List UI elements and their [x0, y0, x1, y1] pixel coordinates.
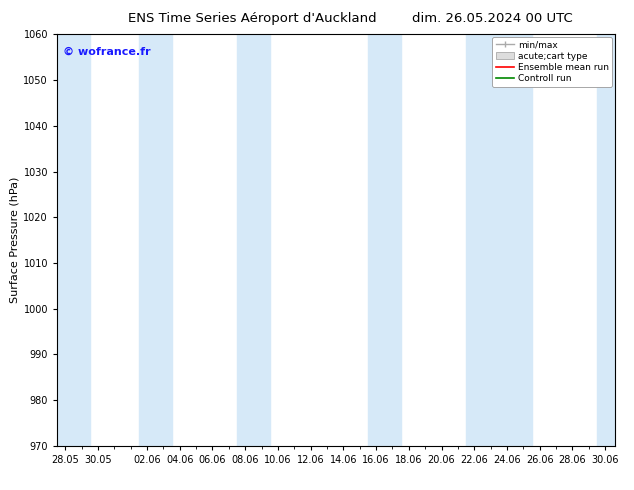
- Legend: min/max, acute;cart type, Ensemble mean run, Controll run: min/max, acute;cart type, Ensemble mean …: [493, 37, 612, 87]
- Text: ENS Time Series Aéroport d'Auckland: ENS Time Series Aéroport d'Auckland: [128, 12, 377, 25]
- Bar: [368, 34, 401, 446]
- Bar: [57, 34, 90, 446]
- Text: © wofrance.fr: © wofrance.fr: [63, 47, 150, 57]
- Bar: [597, 34, 615, 446]
- Bar: [139, 34, 172, 446]
- Y-axis label: Surface Pressure (hPa): Surface Pressure (hPa): [10, 177, 19, 303]
- Bar: [237, 34, 269, 446]
- Text: dim. 26.05.2024 00 UTC: dim. 26.05.2024 00 UTC: [412, 12, 573, 25]
- Bar: [466, 34, 531, 446]
